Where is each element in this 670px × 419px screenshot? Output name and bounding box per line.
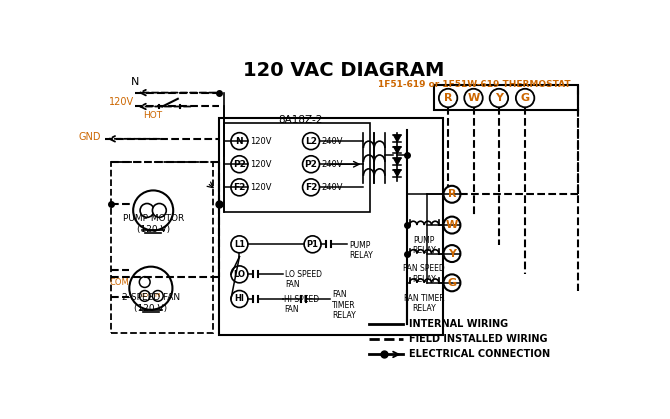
Circle shape <box>303 133 320 150</box>
Text: W: W <box>446 220 458 230</box>
Text: R: R <box>444 93 452 103</box>
Text: GND: GND <box>78 132 100 142</box>
Text: L2: L2 <box>305 137 317 146</box>
Text: PUMP
RELAY: PUMP RELAY <box>412 236 436 255</box>
Text: N: N <box>236 137 243 146</box>
Circle shape <box>139 290 150 301</box>
Text: L1: L1 <box>234 240 245 249</box>
Circle shape <box>516 89 535 107</box>
Text: R: R <box>448 189 456 199</box>
Text: P2: P2 <box>305 160 318 169</box>
Circle shape <box>231 290 248 308</box>
Text: 8A18Z-2: 8A18Z-2 <box>279 115 323 125</box>
Circle shape <box>231 179 248 196</box>
Text: ELECTRICAL CONNECTION: ELECTRICAL CONNECTION <box>409 349 550 360</box>
Text: HI: HI <box>234 295 245 303</box>
Text: FAN SPEED
RELAY: FAN SPEED RELAY <box>403 264 445 284</box>
Text: W: W <box>468 93 480 103</box>
Circle shape <box>140 204 154 217</box>
Text: HI: HI <box>155 293 161 298</box>
Text: 1F51-619 or 1F51W-619 THERMOSTAT: 1F51-619 or 1F51W-619 THERMOSTAT <box>378 80 571 88</box>
Circle shape <box>129 266 172 310</box>
Circle shape <box>444 274 460 291</box>
Polygon shape <box>393 158 401 165</box>
Text: 120V: 120V <box>250 137 272 146</box>
Text: LO: LO <box>141 293 149 298</box>
Polygon shape <box>393 135 401 142</box>
Text: F2: F2 <box>233 183 246 192</box>
Text: 120V: 120V <box>109 97 133 107</box>
Text: 240V: 240V <box>322 137 343 146</box>
Text: 120V: 120V <box>250 160 272 169</box>
Text: FAN TIMER
RELAY: FAN TIMER RELAY <box>404 294 444 313</box>
Text: FAN
TIMER
RELAY: FAN TIMER RELAY <box>332 290 356 320</box>
Circle shape <box>444 217 460 233</box>
Text: COM: COM <box>110 277 129 287</box>
Circle shape <box>444 186 460 203</box>
Circle shape <box>152 290 163 301</box>
Bar <box>434 85 578 110</box>
Circle shape <box>231 266 248 283</box>
Text: 2-SPEED FAN
(120 V): 2-SPEED FAN (120 V) <box>122 293 180 313</box>
Text: LO: LO <box>233 270 245 279</box>
Text: G: G <box>521 93 530 103</box>
Circle shape <box>464 89 483 107</box>
Text: P1: P1 <box>307 240 318 249</box>
Text: HOT: HOT <box>143 111 163 120</box>
Text: 240V: 240V <box>322 183 343 192</box>
Circle shape <box>139 277 150 287</box>
Circle shape <box>133 190 174 230</box>
Bar <box>224 124 371 212</box>
Text: FIELD INSTALLED WIRING: FIELD INSTALLED WIRING <box>409 334 547 344</box>
Text: G: G <box>448 278 456 288</box>
Text: PUMP MOTOR
(120 V): PUMP MOTOR (120 V) <box>123 214 184 233</box>
Text: 240V: 240V <box>322 160 343 169</box>
Circle shape <box>490 89 508 107</box>
Bar <box>111 162 213 333</box>
Circle shape <box>444 245 460 262</box>
Text: F2: F2 <box>305 183 317 192</box>
Circle shape <box>152 204 166 217</box>
Circle shape <box>439 89 458 107</box>
Circle shape <box>231 236 248 253</box>
Text: P2: P2 <box>233 160 246 169</box>
Circle shape <box>304 236 321 253</box>
Text: INTERNAL WIRING: INTERNAL WIRING <box>409 318 508 328</box>
Circle shape <box>303 156 320 173</box>
Text: LO SPEED
FAN: LO SPEED FAN <box>285 270 322 290</box>
Circle shape <box>231 133 248 150</box>
Text: Y: Y <box>495 93 503 103</box>
Polygon shape <box>393 147 401 153</box>
Text: 120V: 120V <box>250 183 272 192</box>
Text: N: N <box>131 77 139 87</box>
Text: 120 VAC DIAGRAM: 120 VAC DIAGRAM <box>243 61 444 80</box>
Polygon shape <box>393 170 401 176</box>
Circle shape <box>303 179 320 196</box>
Bar <box>218 118 444 335</box>
Text: PUMP
RELAY: PUMP RELAY <box>349 241 373 260</box>
Text: HI SPEED
FAN: HI SPEED FAN <box>284 295 319 314</box>
Circle shape <box>231 156 248 173</box>
Text: Y: Y <box>448 248 456 259</box>
